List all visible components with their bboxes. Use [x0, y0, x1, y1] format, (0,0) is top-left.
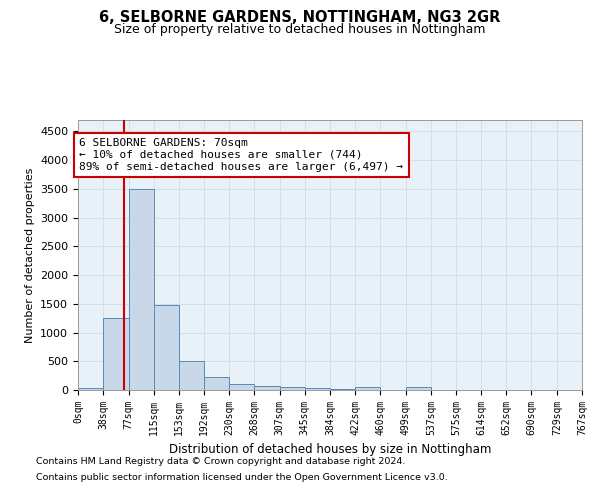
Bar	[254, 386, 280, 390]
Text: Contains public sector information licensed under the Open Government Licence v3: Contains public sector information licen…	[36, 472, 448, 482]
Bar	[305, 388, 331, 390]
Text: 6 SELBORNE GARDENS: 70sqm
← 10% of detached houses are smaller (744)
89% of semi: 6 SELBORNE GARDENS: 70sqm ← 10% of detac…	[79, 138, 403, 172]
Text: Size of property relative to detached houses in Nottingham: Size of property relative to detached ho…	[114, 22, 486, 36]
Bar	[154, 305, 179, 390]
Bar	[229, 384, 254, 390]
X-axis label: Distribution of detached houses by size in Nottingham: Distribution of detached houses by size …	[169, 444, 491, 456]
Bar	[204, 378, 229, 390]
Bar	[280, 387, 305, 390]
Bar	[355, 387, 380, 390]
Bar	[406, 387, 431, 390]
Text: Contains HM Land Registry data © Crown copyright and database right 2024.: Contains HM Land Registry data © Crown c…	[36, 458, 406, 466]
Bar	[179, 362, 204, 390]
Bar	[103, 318, 128, 390]
Bar	[128, 189, 154, 390]
Y-axis label: Number of detached properties: Number of detached properties	[25, 168, 35, 342]
Bar	[78, 388, 103, 390]
Text: 6, SELBORNE GARDENS, NOTTINGHAM, NG3 2GR: 6, SELBORNE GARDENS, NOTTINGHAM, NG3 2GR	[100, 10, 500, 25]
Bar	[331, 389, 355, 390]
